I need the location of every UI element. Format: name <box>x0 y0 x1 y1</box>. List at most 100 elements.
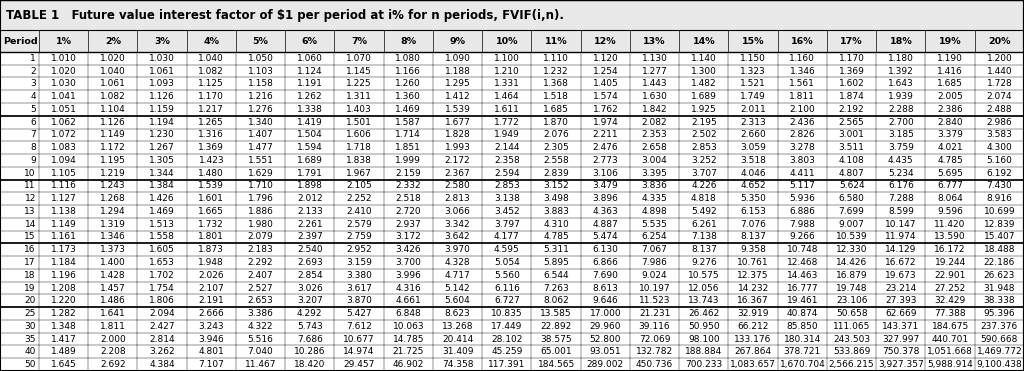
Text: 1.948: 1.948 <box>199 258 224 267</box>
Bar <box>728 167 778 180</box>
Text: 14.232: 14.232 <box>737 283 769 293</box>
Text: 3.583: 3.583 <box>986 130 1013 139</box>
Bar <box>975 295 1024 307</box>
Bar <box>679 116 728 128</box>
Text: 31.948: 31.948 <box>984 283 1015 293</box>
Bar <box>531 52 581 65</box>
Text: 2.853: 2.853 <box>691 143 717 152</box>
Bar <box>926 282 975 295</box>
Text: 29.457: 29.457 <box>343 360 375 369</box>
Text: 65.001: 65.001 <box>541 347 571 357</box>
Text: 1.518: 1.518 <box>543 92 569 101</box>
Bar <box>877 205 926 218</box>
Text: 5.160: 5.160 <box>986 156 1013 165</box>
Text: 1.041: 1.041 <box>50 92 77 101</box>
Bar <box>630 307 679 320</box>
Text: 5.604: 5.604 <box>444 296 470 305</box>
Text: 1.040: 1.040 <box>199 54 224 63</box>
Bar <box>39 103 88 116</box>
Text: 1.103: 1.103 <box>248 66 273 76</box>
Text: 3%: 3% <box>154 37 170 46</box>
Bar <box>926 218 975 231</box>
Bar <box>0 0 1024 30</box>
Bar <box>0 269 39 282</box>
Bar <box>630 205 679 218</box>
Bar <box>581 307 630 320</box>
Text: 12.839: 12.839 <box>984 220 1015 229</box>
Text: 12: 12 <box>25 194 36 203</box>
Text: 1.440: 1.440 <box>986 66 1012 76</box>
Bar <box>384 167 433 180</box>
Bar <box>285 52 335 65</box>
Text: 20: 20 <box>25 296 36 305</box>
Text: 1,469.772: 1,469.772 <box>977 347 1022 357</box>
Text: 1.020: 1.020 <box>100 54 126 63</box>
Bar <box>728 180 778 192</box>
Bar <box>926 345 975 358</box>
Text: 1.145: 1.145 <box>346 66 372 76</box>
Text: 2.094: 2.094 <box>150 309 175 318</box>
Bar <box>0 167 39 180</box>
Bar <box>236 358 285 371</box>
Text: 1.702: 1.702 <box>150 271 175 280</box>
Text: 15: 15 <box>25 233 36 242</box>
Bar <box>433 30 482 52</box>
Text: 1.796: 1.796 <box>248 194 273 203</box>
Bar <box>581 90 630 103</box>
Bar <box>679 90 728 103</box>
Text: 1.428: 1.428 <box>100 271 126 280</box>
Text: 1.173: 1.173 <box>50 245 77 254</box>
Bar <box>186 269 236 282</box>
Text: 6.176: 6.176 <box>888 181 913 190</box>
Bar <box>679 218 728 231</box>
Bar <box>482 192 531 205</box>
Bar <box>581 205 630 218</box>
Text: 1.070: 1.070 <box>346 54 372 63</box>
Text: 2.172: 2.172 <box>444 156 470 165</box>
Bar <box>728 345 778 358</box>
Bar <box>137 103 186 116</box>
Text: 22.901: 22.901 <box>935 271 966 280</box>
Bar <box>531 116 581 128</box>
Text: 10.835: 10.835 <box>492 309 522 318</box>
Bar <box>728 116 778 128</box>
Text: 27.393: 27.393 <box>885 296 916 305</box>
Text: 2.191: 2.191 <box>199 296 224 305</box>
Text: 7.288: 7.288 <box>888 194 913 203</box>
Bar <box>384 30 433 52</box>
Bar <box>531 128 581 141</box>
Text: 10: 10 <box>25 169 36 178</box>
Text: 1.645: 1.645 <box>50 360 77 369</box>
Bar <box>778 205 827 218</box>
Text: 25: 25 <box>25 309 36 318</box>
Bar <box>778 345 827 358</box>
Bar <box>285 141 335 154</box>
Bar <box>285 78 335 90</box>
Bar <box>877 65 926 78</box>
Bar <box>926 205 975 218</box>
Text: 2.427: 2.427 <box>150 322 175 331</box>
Text: 2.527: 2.527 <box>248 283 273 293</box>
Bar <box>630 103 679 116</box>
Bar <box>433 282 482 295</box>
Bar <box>433 358 482 371</box>
Bar <box>335 345 384 358</box>
Text: 10.063: 10.063 <box>392 322 424 331</box>
Bar <box>778 128 827 141</box>
Bar <box>88 116 137 128</box>
Bar <box>679 320 728 333</box>
Bar <box>0 78 39 90</box>
Text: 5%: 5% <box>253 37 268 46</box>
Bar <box>778 307 827 320</box>
Text: 3.185: 3.185 <box>888 130 913 139</box>
Text: 1.126: 1.126 <box>150 92 175 101</box>
Bar <box>186 282 236 295</box>
Bar <box>236 231 285 243</box>
Text: 7.263: 7.263 <box>543 283 569 293</box>
Text: 4.818: 4.818 <box>691 194 717 203</box>
Text: 3.946: 3.946 <box>199 335 224 344</box>
Text: 1.305: 1.305 <box>150 156 175 165</box>
Bar <box>926 65 975 78</box>
Bar <box>186 52 236 65</box>
Bar <box>926 358 975 371</box>
